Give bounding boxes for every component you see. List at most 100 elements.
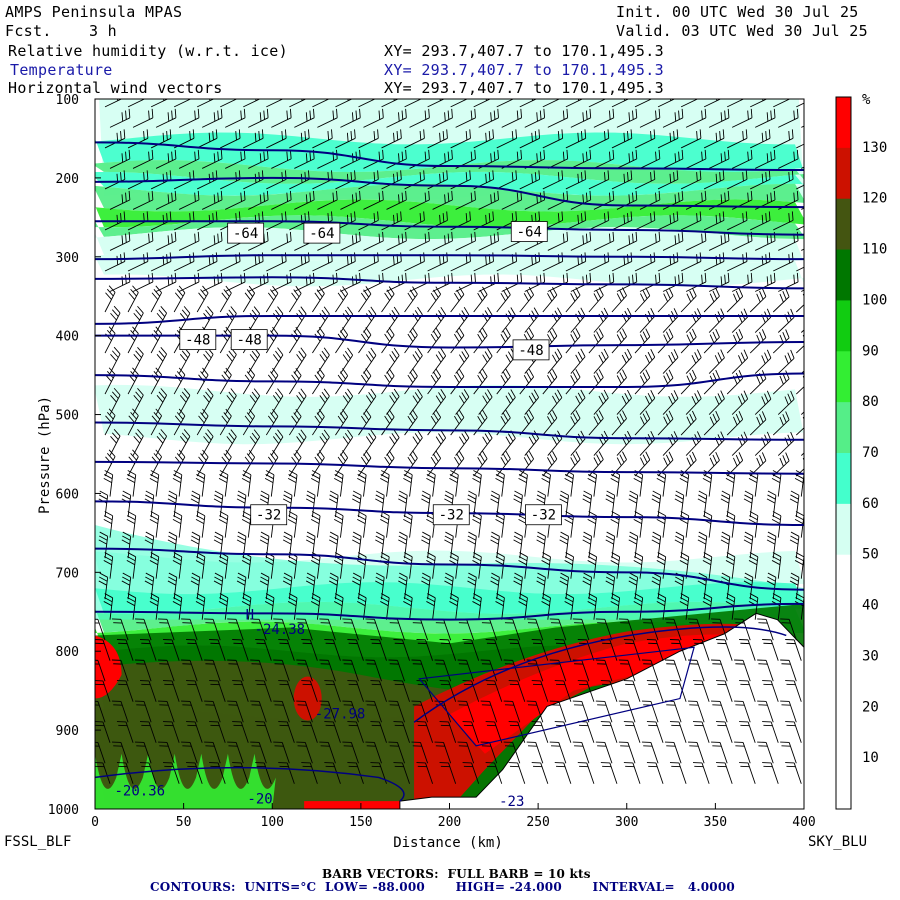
wind-barb [149,470,160,497]
wind-barb [219,367,232,395]
wind-barb [155,190,177,210]
wind-barb [662,231,684,251]
wind-barb [503,741,521,764]
wind-barb [726,329,744,354]
wind-barb [132,190,154,210]
wind-barb [570,430,586,456]
wind-barb [273,659,290,682]
wind-barb [282,490,293,518]
wind-barb [616,231,638,251]
wind-barb [708,390,725,415]
wind-barb [588,287,604,313]
wind-barb [508,762,526,784]
wind-barb [773,211,794,231]
wind-barb [541,593,551,620]
wind-barb [651,490,662,518]
wind-barb [381,99,399,108]
wind-barb [134,659,152,682]
wind-barb [104,326,116,354]
wind-barb [750,129,771,149]
wind-barb [426,593,436,620]
wind-barb [259,531,270,559]
wind-barb [243,99,261,108]
wind-barb [524,190,546,210]
wind-barb [421,572,431,600]
wind-barb [227,659,244,682]
wind-barb [98,572,109,600]
wind-barb [771,470,782,497]
wind-barb [450,211,471,231]
wind-barb [703,129,725,149]
contour-label: -64 [517,225,542,241]
wind-barb [716,680,733,702]
wind-barb [363,306,377,333]
wind-barb [789,531,800,559]
contour-label-box [227,222,265,244]
wind-barb [503,659,521,682]
wind-barb [219,449,232,477]
wind-barb [270,347,284,374]
wind-barb [178,231,200,251]
wind-barb [340,429,354,456]
wind-barb [404,170,425,190]
wind-barb [104,285,116,313]
wind-barb [542,129,564,149]
wind-barb [496,129,517,149]
annotation: -24.38 [255,622,306,638]
wind-barb [273,700,290,723]
wind-barb [386,108,407,128]
wind-barb [289,129,310,149]
wind-barb [319,659,336,682]
wind-barb [725,511,736,538]
wind-barb [455,190,476,210]
wind-barb [218,593,229,620]
wind-barb [144,531,155,559]
wind-barb [711,700,728,723]
wind-barb [450,129,471,149]
wind-barb [278,762,295,784]
wind-barb [785,680,802,702]
wind-barb [646,721,664,743]
wind-barb [549,618,567,641]
wind-barb [380,552,390,579]
wind-barb [570,190,592,210]
wind-barb [674,531,685,559]
wind-barb [370,680,387,702]
wind-barb [462,639,480,661]
wind-barb [731,190,753,210]
wind-barb [104,170,126,190]
wind-barb [432,388,447,415]
wind-barb [149,552,160,579]
wind-barb [611,410,627,436]
x-tick-label: 350 [704,815,727,830]
wind-barb [126,511,137,538]
wind-barb [564,593,574,620]
wind-barb [116,639,134,661]
wind-barb [749,452,767,477]
wind-barb [150,285,163,313]
wind-barb [287,593,298,620]
wind-barb [134,618,152,641]
wind-barb [766,490,777,518]
wind-barb [95,618,106,641]
wind-barb [726,411,744,436]
wind-barb [501,430,516,456]
forecast-hours: 3 h [88,22,117,40]
wind-barb [386,190,407,210]
wind-barb [404,211,425,231]
wind-barb [702,511,713,538]
wind-barb [243,252,264,272]
wind-barb [542,410,558,436]
wind-barb [149,593,160,620]
wind-barb [111,659,129,682]
wind-barb [365,618,382,641]
wind-barb [623,680,641,702]
wind-barb [265,367,279,395]
wind-barb [432,306,447,333]
wind-barb [789,572,800,600]
wind-barb [301,762,318,784]
wind-barb [305,490,316,518]
wind-barb [398,572,408,600]
wind-barb [404,129,425,149]
wind-barb [150,170,172,190]
